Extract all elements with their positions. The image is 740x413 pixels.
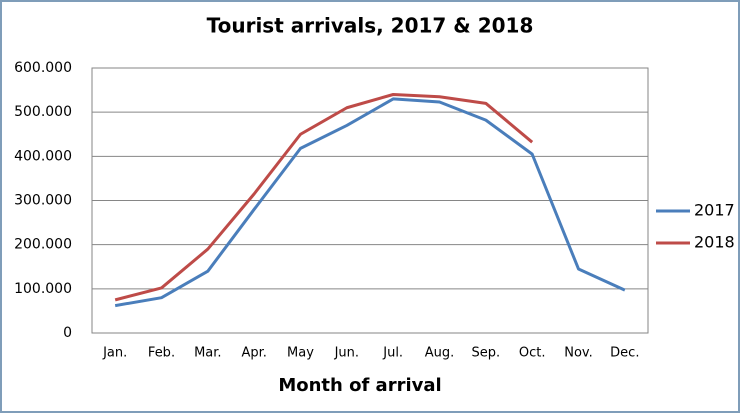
x-tick-label: Jun.	[334, 346, 359, 361]
y-tick-label: 100.000	[14, 281, 72, 297]
x-tick-label: Dec.	[610, 346, 639, 361]
x-tick-label: Sep.	[472, 346, 501, 361]
x-tick-label: Aug.	[425, 346, 455, 361]
y-tick-label: 200.000	[14, 237, 72, 253]
x-tick-label: Oct.	[519, 346, 546, 361]
y-tick-label: 400.000	[14, 148, 72, 164]
x-tick-label: Mar.	[194, 346, 221, 361]
x-tick-label: May	[287, 346, 314, 361]
x-tick-label: Apr.	[241, 346, 266, 361]
y-tick-label: 0	[63, 325, 72, 341]
data-line	[114, 93, 534, 302]
y-tick-label: 600.000	[14, 60, 72, 76]
x-axis-title: Month of arrival	[278, 375, 441, 396]
y-tick-label: 500.000	[14, 104, 72, 120]
y-tick-label: 300.000	[14, 193, 72, 209]
x-tick-label: Jan.	[102, 346, 127, 361]
x-tick-label: Nov.	[564, 346, 593, 361]
legend-label: 2017	[694, 201, 735, 220]
chart-title: Tourist arrivals, 2017 & 2018	[207, 14, 534, 38]
x-tick-label: Jul.	[382, 346, 403, 361]
x-tick-label: Feb.	[148, 346, 175, 361]
legend-label: 2018	[694, 233, 735, 252]
data-line	[114, 97, 626, 308]
